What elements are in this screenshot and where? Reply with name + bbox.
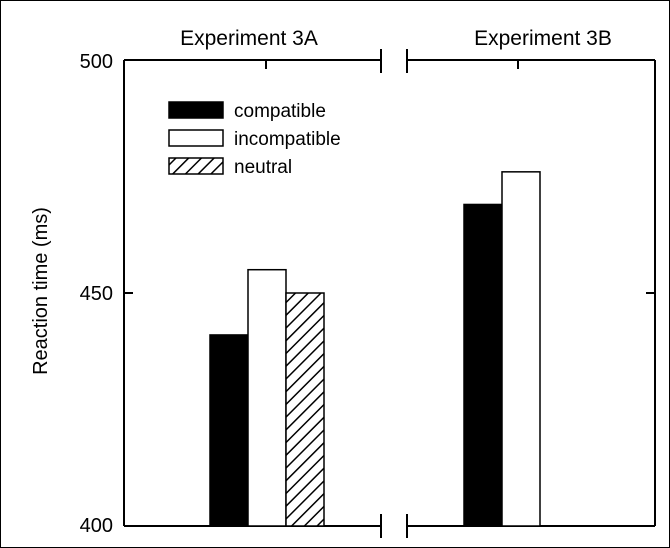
legend-label-incompatible: incompatible — [234, 129, 341, 150]
bars — [209, 171, 541, 527]
panel-title-3b: Experiment 3B — [474, 27, 612, 50]
bar-3a-incompatible — [247, 268, 287, 527]
axes — [123, 49, 656, 538]
y-axis-label: Reaction time (ms) — [30, 207, 52, 375]
bar-3a-neutral — [285, 292, 325, 527]
bar-3b-compatible — [463, 203, 503, 527]
bar-3a-compatible — [209, 334, 249, 527]
bar-3b-incompatible — [501, 171, 541, 527]
panel-title-3a: Experiment 3A — [180, 27, 318, 50]
y-tick-label-450: 450 — [80, 283, 113, 305]
legend: compatible incompatible neutral — [168, 101, 341, 178]
legend-swatch-neutral — [168, 157, 224, 175]
legend-label-compatible: compatible — [234, 101, 326, 122]
y-tick-label-400: 400 — [80, 515, 113, 537]
legend-label-neutral: neutral — [234, 157, 292, 178]
y-tick-label-500: 500 — [80, 51, 113, 73]
legend-swatch-incompatible — [168, 129, 224, 147]
legend-swatch-compatible — [168, 101, 224, 119]
